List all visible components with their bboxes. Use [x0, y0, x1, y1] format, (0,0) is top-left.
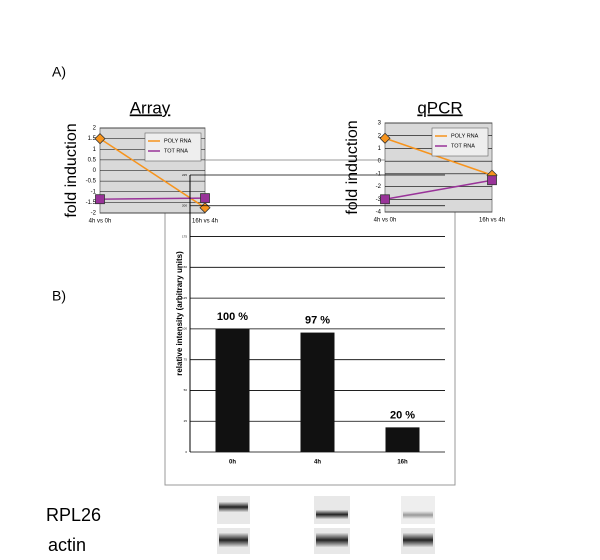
blot-band [219, 502, 248, 512]
series-line [99, 137, 206, 209]
blot-label: actin [48, 535, 86, 555]
y-tick-label: 0 [93, 168, 97, 174]
y-tick-label: 225 [182, 173, 187, 177]
y-tick-label: 200 [182, 204, 187, 208]
marker [200, 193, 210, 204]
blot-band [316, 533, 348, 547]
chart-title: Array [130, 98, 171, 117]
y-tick-label: 0 [185, 450, 187, 454]
y-tick-label: 75 [184, 357, 188, 361]
y-tick-label: 125 [182, 296, 187, 300]
legend-label: POLY RNA [164, 138, 192, 144]
bar [300, 332, 335, 452]
marker [380, 194, 390, 205]
y-tick-label: 3 [378, 121, 382, 127]
x-tick-label: 4h [314, 460, 321, 466]
marker [379, 132, 391, 144]
panel-label: A) [52, 64, 66, 80]
blot-band [403, 533, 433, 547]
y-tick-label: -1.5 [86, 200, 97, 206]
x-tick-label: 16h vs 4h [192, 219, 218, 225]
y-tick-label: -0.5 [86, 179, 97, 185]
y-tick-label: 100 [182, 327, 187, 331]
y-tick-label: -4 [376, 210, 382, 216]
legend-label: TOT RNA [451, 143, 475, 149]
y-tick-label: -3 [376, 197, 382, 203]
value-label: 100 % [217, 311, 248, 323]
y-tick-label: 50 [184, 388, 188, 392]
y-axis-label: fold induction [344, 120, 361, 214]
x-tick-label: 16h vs 4h [479, 218, 505, 224]
bar [215, 328, 250, 452]
blot-band [316, 510, 348, 519]
blot-lane [401, 496, 435, 524]
y-tick-label: -1 [376, 171, 382, 177]
series-line [384, 137, 493, 176]
y-tick-label: 2 [378, 133, 382, 139]
y-tick-label: 175 [182, 234, 187, 238]
x-tick-label: 16h [397, 460, 408, 466]
y-tick-label: -1 [91, 189, 97, 195]
legend [144, 132, 202, 162]
legend-label: TOT RNA [164, 148, 188, 154]
y-tick-label: 2 [93, 126, 97, 132]
y-tick-label: -2 [376, 184, 382, 190]
y-axis-label: relative intensity (arbitrary units) [175, 251, 184, 376]
bar [385, 427, 420, 452]
series-line [384, 179, 493, 201]
value-label: 97 % [305, 314, 330, 326]
series-line [99, 197, 206, 200]
y-tick-label: 25 [184, 419, 188, 423]
marker [94, 133, 106, 145]
legend-label: POLY RNA [451, 133, 479, 139]
y-tick-label: 1 [378, 146, 382, 152]
y-tick-label: 1.5 [88, 136, 97, 142]
y-tick-label: 0 [378, 159, 382, 165]
blot-band [219, 533, 248, 547]
y-tick-label: 1 [93, 147, 97, 153]
blot-band [403, 511, 433, 519]
legend [431, 127, 489, 157]
x-tick-label: 0h [229, 460, 236, 466]
panel-label: B) [52, 288, 66, 304]
value-label: 20 % [390, 409, 415, 421]
western-blot [217, 496, 435, 554]
marker [95, 194, 105, 205]
y-tick-label: 150 [182, 265, 187, 269]
x-tick-label: 4h vs 0h [374, 218, 397, 224]
y-axis-label: fold induction [63, 123, 80, 217]
x-tick-label: 4h vs 0h [89, 219, 112, 225]
y-tick-label: 0.5 [88, 157, 97, 163]
chart-title: qPCR [417, 98, 462, 117]
y-tick-label: -2 [91, 211, 97, 217]
blot-label: RPL26 [46, 505, 101, 525]
marker [487, 175, 497, 186]
